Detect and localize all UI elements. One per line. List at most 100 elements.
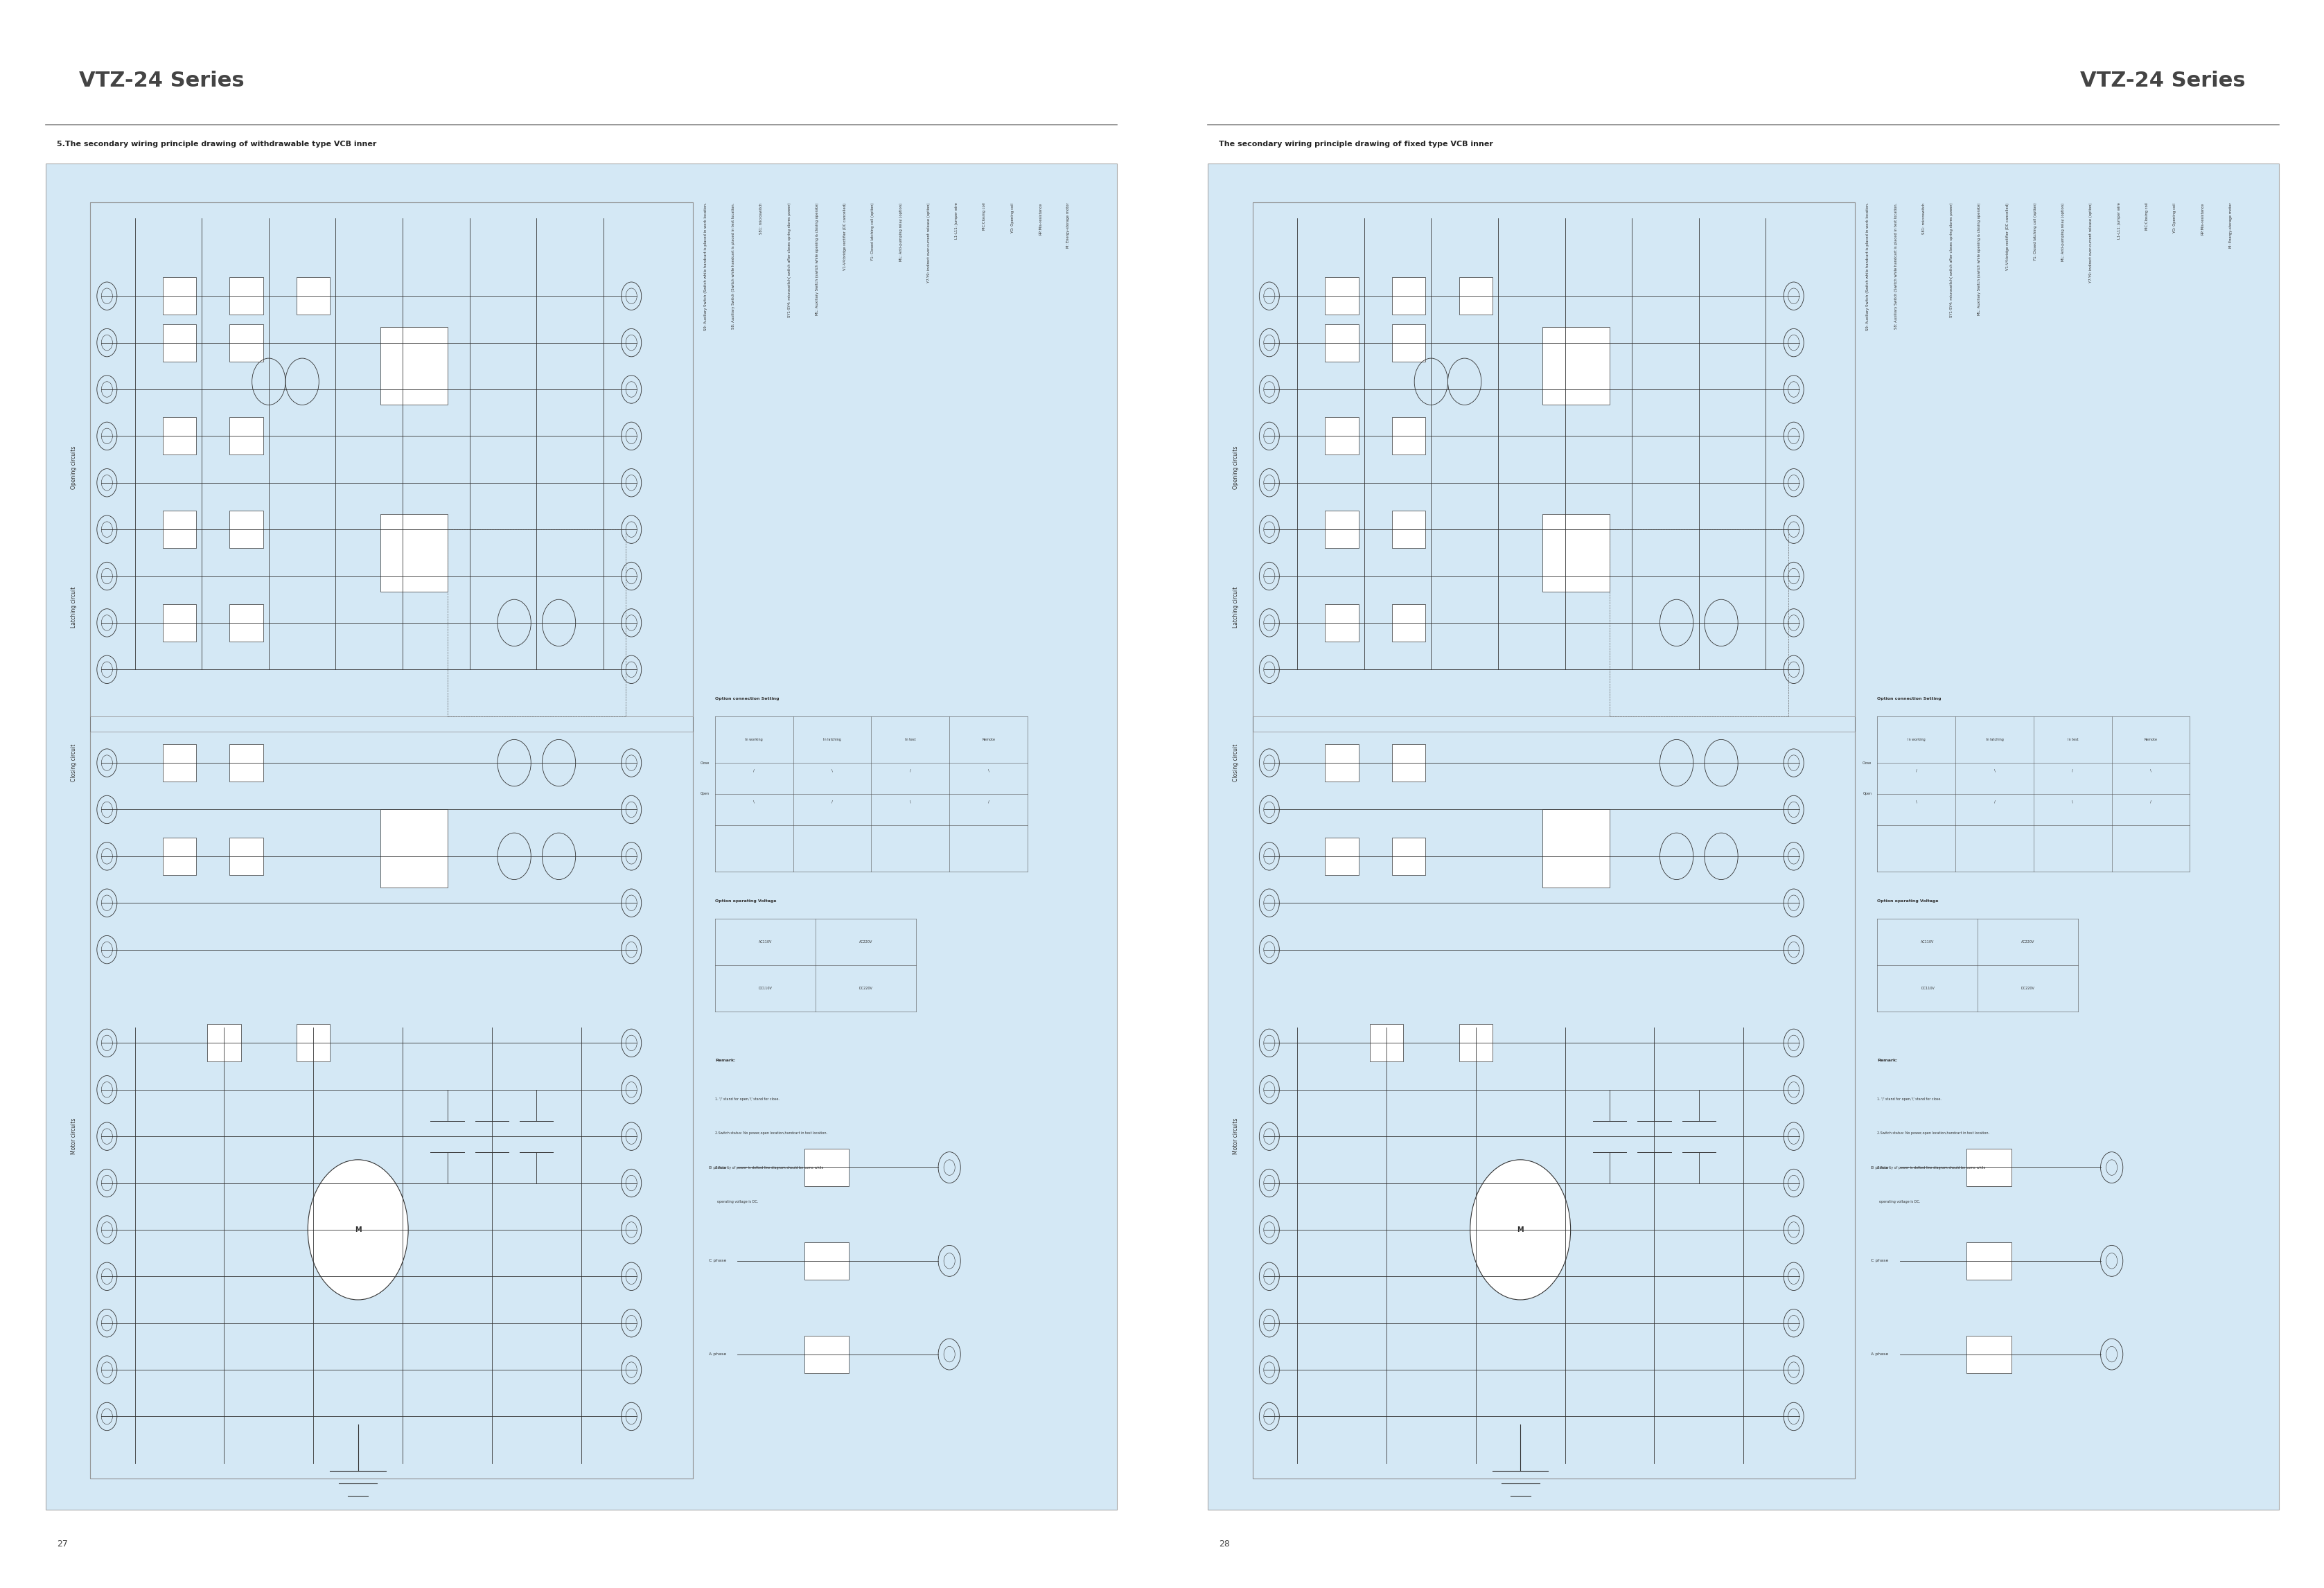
- Text: Open: Open: [700, 792, 709, 796]
- Text: Y7-Y9: indirect over-current release (option): Y7-Y9: indirect over-current release (op…: [927, 203, 930, 283]
- Text: ML: Auxiliary Switch (switch while opening & closing operate): ML: Auxiliary Switch (switch while openi…: [1978, 203, 1980, 314]
- Bar: [1325, 511, 1357, 548]
- Text: C phase: C phase: [709, 1259, 725, 1262]
- Bar: [207, 1024, 242, 1062]
- Text: Motor circuits: Motor circuits: [1232, 1118, 1239, 1154]
- Text: AC110V: AC110V: [1920, 940, 1934, 943]
- Bar: [163, 324, 195, 362]
- Bar: [1253, 203, 1855, 716]
- Bar: [1543, 327, 1608, 405]
- Bar: [381, 810, 446, 888]
- Text: AC220V: AC220V: [2022, 940, 2033, 943]
- Bar: [46, 164, 1116, 1510]
- Text: ML: Auxiliary Switch (switch while opening & closing operate): ML: Auxiliary Switch (switch while openi…: [816, 203, 818, 314]
- Text: The secondary wiring principle drawing of fixed type VCB inner: The secondary wiring principle drawing o…: [1218, 140, 1492, 148]
- Text: In working: In working: [1908, 738, 1924, 742]
- Text: Latching circuit: Latching circuit: [1232, 586, 1239, 627]
- Text: Y7-Y9: indirect over-current release (option): Y7-Y9: indirect over-current release (op…: [2089, 203, 2092, 283]
- Text: DC220V: DC220V: [858, 986, 871, 991]
- Bar: [163, 418, 195, 454]
- Text: DC220V: DC220V: [2020, 986, 2033, 991]
- Bar: [163, 278, 195, 314]
- Text: M: M: [1518, 1226, 1522, 1234]
- Text: Open: Open: [1862, 792, 1871, 796]
- Text: ML: Anti-pumping relay (option): ML: Anti-pumping relay (option): [2061, 203, 2064, 260]
- Text: Option connection Setting: Option connection Setting: [716, 697, 779, 700]
- Circle shape: [307, 1159, 409, 1299]
- Bar: [1392, 418, 1425, 454]
- Bar: [1325, 418, 1357, 454]
- Bar: [804, 1148, 848, 1186]
- Text: Remote: Remote: [2143, 738, 2157, 742]
- Bar: [381, 327, 446, 405]
- Bar: [1966, 1336, 2010, 1374]
- Text: Option connection Setting: Option connection Setting: [1878, 697, 1941, 700]
- Text: ML: Anti-pumping relay (option): ML: Anti-pumping relay (option): [899, 203, 902, 260]
- Bar: [1325, 324, 1357, 362]
- Bar: [1208, 164, 2278, 1510]
- Text: Opening circuits: Opening circuits: [1232, 446, 1239, 489]
- Bar: [1966, 1242, 2010, 1280]
- Bar: [1253, 732, 1855, 1478]
- Text: Latching circuit: Latching circuit: [70, 586, 77, 627]
- Text: YO: Opening coil: YO: Opening coil: [2173, 203, 2175, 232]
- Text: 1. '/' stand for open,'\' stand for close.: 1. '/' stand for open,'\' stand for clos…: [1878, 1097, 1941, 1100]
- Text: 28: 28: [1218, 1540, 1229, 1548]
- Bar: [163, 745, 195, 781]
- Text: 3.Polarity of power is dotted line diagram should be same while: 3.Polarity of power is dotted line diagr…: [1878, 1166, 1985, 1169]
- Text: YO: Opening coil: YO: Opening coil: [1011, 203, 1013, 232]
- Bar: [1966, 1148, 2010, 1186]
- Bar: [1253, 203, 1855, 1478]
- Text: RP:Mis-resistance: RP:Mis-resistance: [2201, 203, 2203, 235]
- Bar: [1325, 745, 1357, 781]
- Bar: [804, 1336, 848, 1374]
- Text: Option operating Voltage: Option operating Voltage: [716, 899, 776, 904]
- Bar: [230, 418, 263, 454]
- Text: Closing circuit: Closing circuit: [1232, 745, 1239, 781]
- Bar: [381, 515, 446, 592]
- Text: Option operating Voltage: Option operating Voltage: [1878, 899, 1938, 904]
- Bar: [163, 511, 195, 548]
- Bar: [91, 203, 693, 716]
- Text: MC:Closing coil: MC:Closing coil: [2145, 203, 2147, 230]
- Text: 5.The secondary wiring principle drawing of withdrawable type VCB inner: 5.The secondary wiring principle drawing…: [56, 140, 376, 148]
- Bar: [1459, 278, 1492, 314]
- Bar: [1608, 529, 1787, 716]
- Text: A phase: A phase: [709, 1353, 725, 1356]
- Text: VTZ-24 Series: VTZ-24 Series: [2080, 70, 2245, 91]
- Bar: [804, 1242, 848, 1280]
- Text: In latching: In latching: [1985, 738, 2003, 742]
- Text: L1-L11: Jumper wire: L1-L11: Jumper wire: [955, 203, 957, 240]
- Text: Remote: Remote: [981, 738, 995, 742]
- Text: Y1: Closed latching coil (option): Y1: Closed latching coil (option): [871, 203, 874, 260]
- Text: 2.Switch status: No power,open location,handcart in test location.: 2.Switch status: No power,open location,…: [716, 1132, 827, 1135]
- Bar: [230, 837, 263, 875]
- Bar: [1325, 603, 1357, 642]
- Text: S9: Auxiliary Switch (Switch while handcart is placed in work location.: S9: Auxiliary Switch (Switch while handc…: [704, 203, 706, 330]
- Text: In test: In test: [904, 738, 916, 742]
- Text: Y1: Closed latching coil (option): Y1: Closed latching coil (option): [2033, 203, 2036, 260]
- Bar: [1392, 745, 1425, 781]
- Text: SY1-SY4: microswitch( switch after closes spring stores power): SY1-SY4: microswitch( switch after close…: [788, 203, 790, 318]
- Text: operating voltage is DC.: operating voltage is DC.: [716, 1201, 758, 1204]
- Bar: [230, 324, 263, 362]
- Text: C phase: C phase: [1871, 1259, 1887, 1262]
- Bar: [1392, 603, 1425, 642]
- Text: Close: Close: [700, 761, 709, 764]
- Text: Closing circuit: Closing circuit: [70, 745, 77, 781]
- Bar: [1543, 810, 1608, 888]
- Text: Motor circuits: Motor circuits: [70, 1118, 77, 1154]
- Text: S8: Auxiliary Switch (Switch while handcart is placed in test location.: S8: Auxiliary Switch (Switch while handc…: [732, 203, 734, 329]
- Text: V1-V4:bridge rectifier (DC cancelled): V1-V4:bridge rectifier (DC cancelled): [2006, 203, 2008, 270]
- Text: M: Energy-storage motor: M: Energy-storage motor: [1067, 203, 1069, 248]
- Bar: [91, 732, 693, 1478]
- Text: M: M: [356, 1226, 360, 1234]
- Bar: [230, 745, 263, 781]
- Text: SY1-SY4: microswitch( switch after closes spring stores power): SY1-SY4: microswitch( switch after close…: [1950, 203, 1952, 318]
- Text: RP:Mis-resistance: RP:Mis-resistance: [1039, 203, 1041, 235]
- Text: Remark:: Remark:: [1878, 1059, 1896, 1062]
- Bar: [446, 529, 625, 716]
- Bar: [1459, 1024, 1492, 1062]
- Text: VTZ-24 Series: VTZ-24 Series: [79, 70, 244, 91]
- Text: V1-V4:bridge rectifier (DC cancelled): V1-V4:bridge rectifier (DC cancelled): [844, 203, 846, 270]
